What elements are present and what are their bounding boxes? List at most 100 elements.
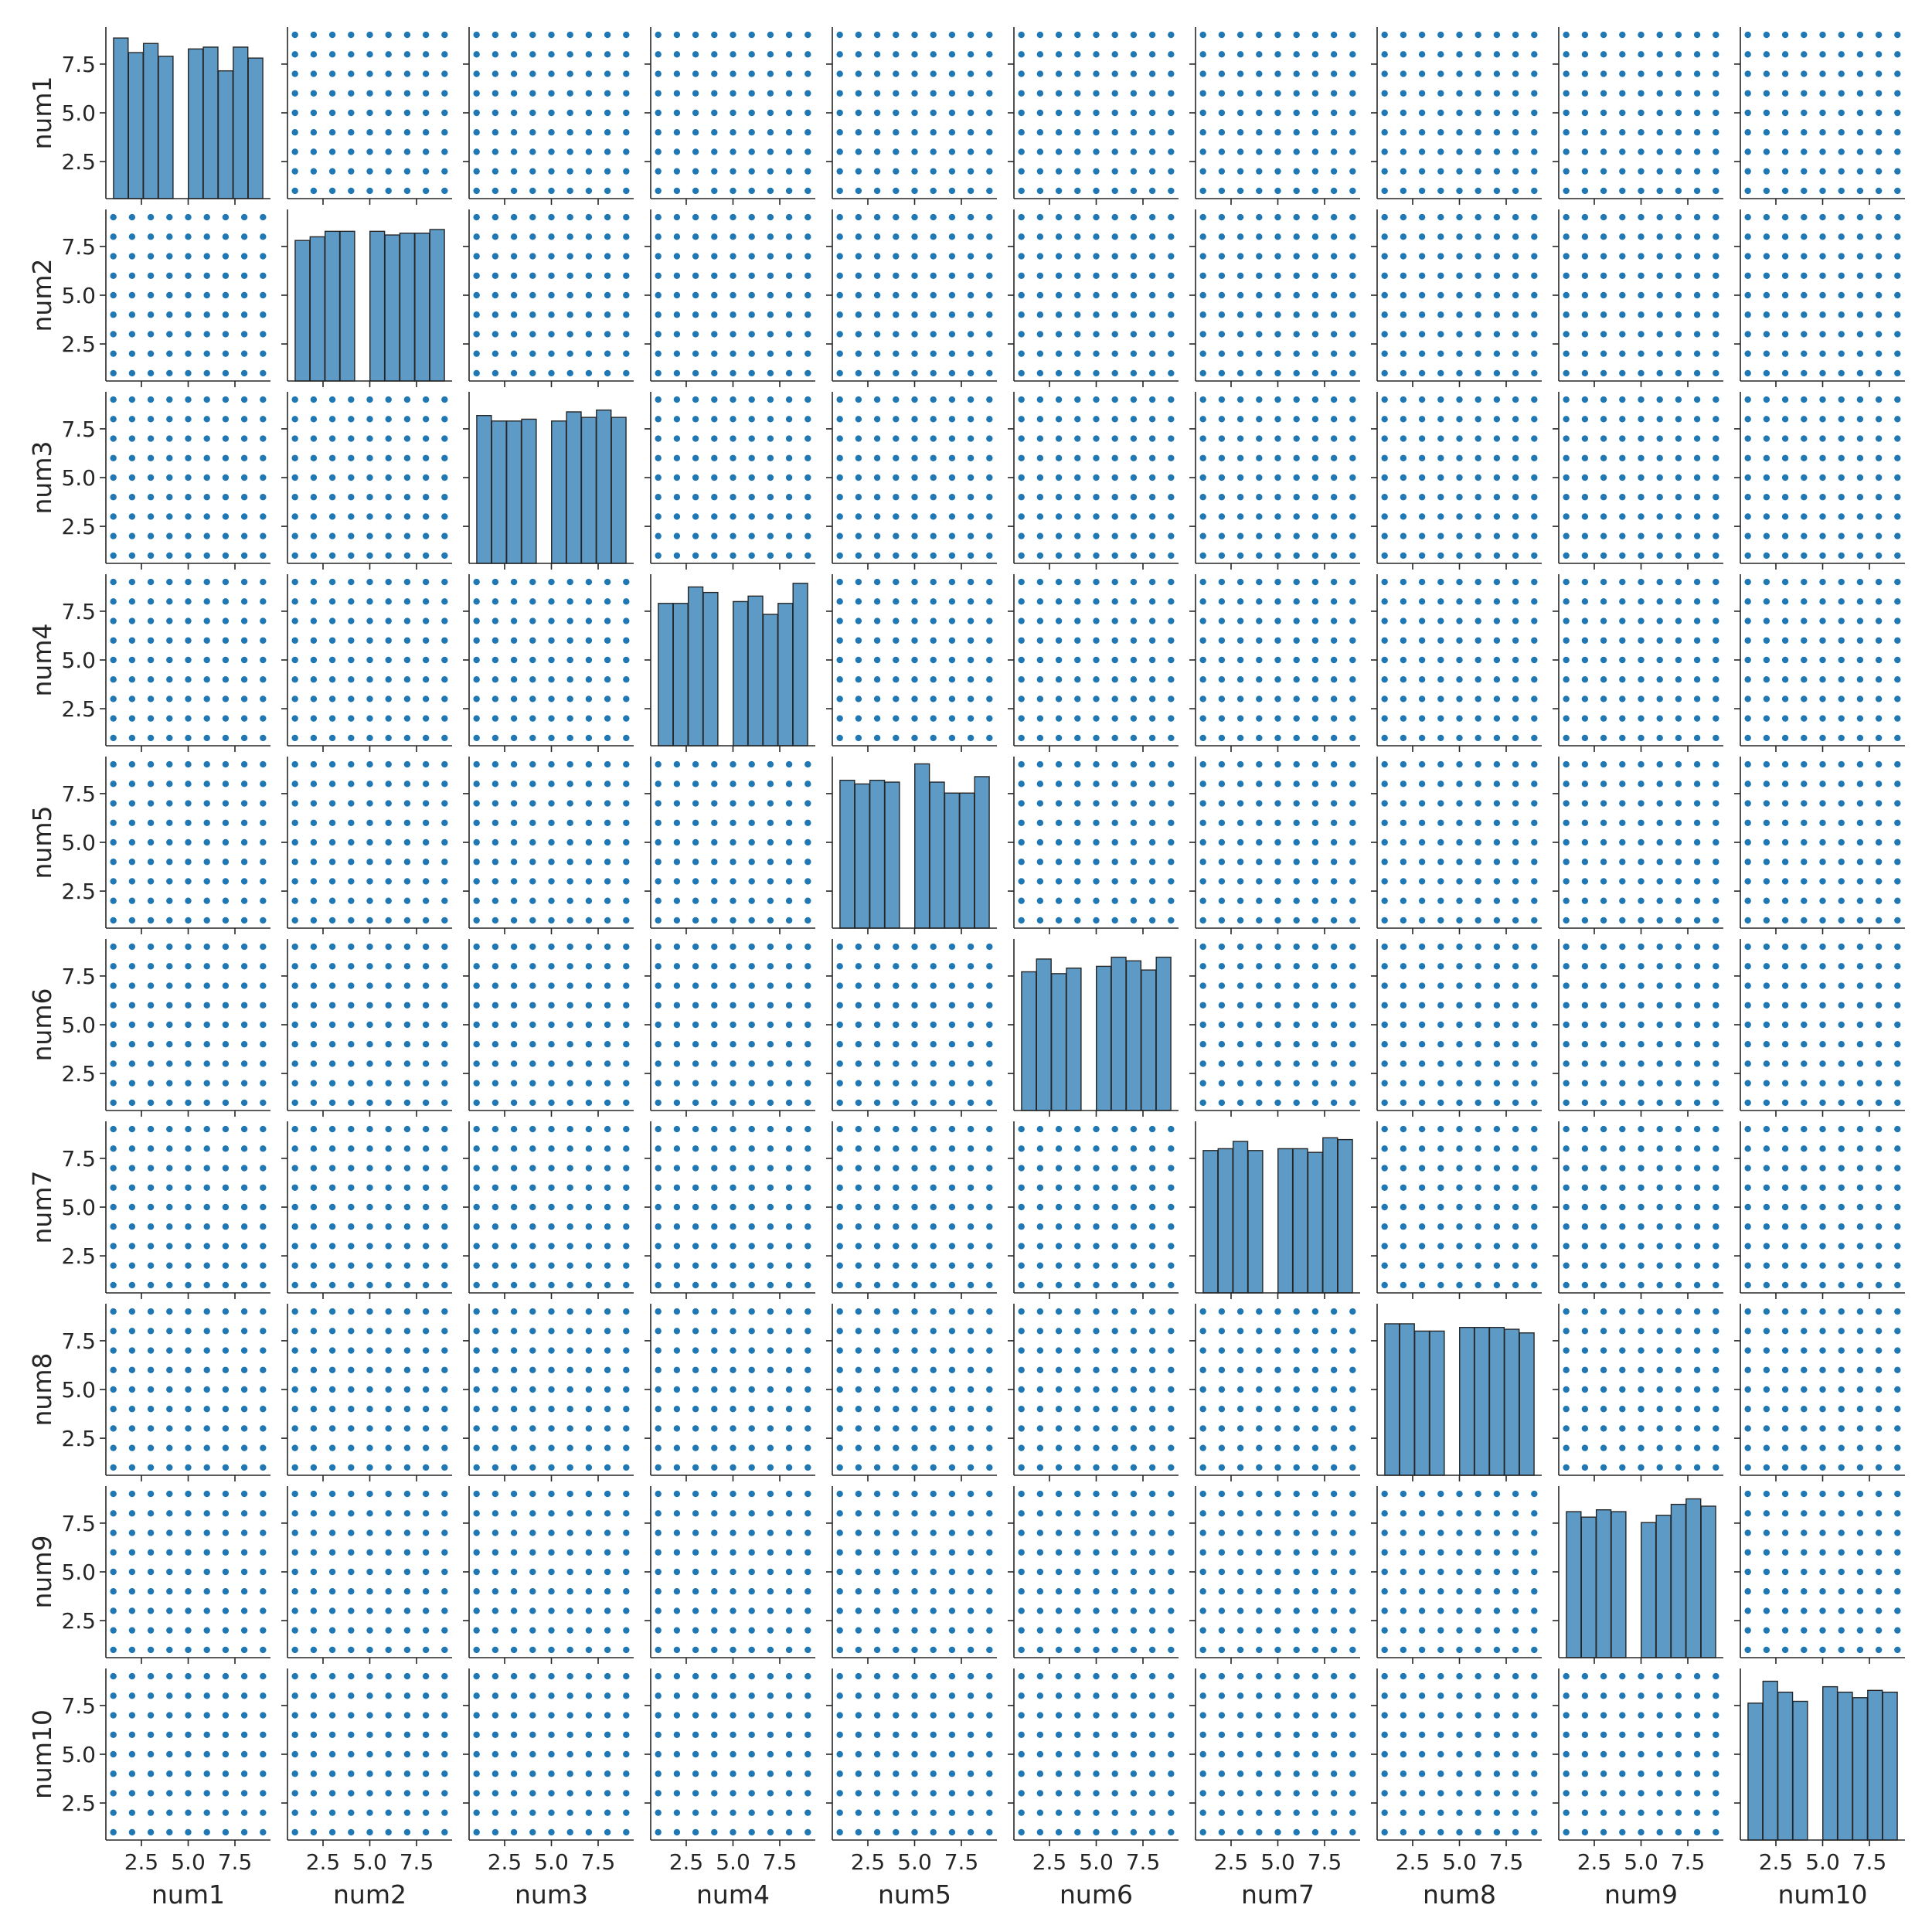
scatter-point: [185, 637, 192, 644]
scatter-point: [1894, 552, 1901, 560]
scatter-point: [1148, 494, 1156, 501]
scatter-point: [1036, 578, 1044, 586]
scatter-point: [873, 213, 881, 221]
scatter-point: [222, 656, 230, 664]
scatter-point: [1619, 311, 1626, 318]
scatter-point: [1638, 51, 1645, 58]
scatter-point: [1418, 474, 1426, 481]
scatter-point: [1199, 1099, 1206, 1107]
scatter-point: [548, 656, 555, 664]
scatter-point: [328, 1021, 336, 1029]
scatter-point: [1475, 859, 1481, 866]
scatter-point: [1475, 435, 1481, 442]
scatter-point: [655, 396, 662, 403]
scatter-point: [291, 819, 298, 826]
scatter-point: [1055, 213, 1063, 221]
scatter-point: [1600, 676, 1607, 683]
scatter-point: [1400, 233, 1407, 240]
scatter-point: [1349, 676, 1356, 683]
scatter-point: [1713, 1002, 1719, 1009]
scatter-point: [1531, 532, 1538, 539]
scatter-point: [1148, 90, 1156, 97]
scatter-point: [1256, 291, 1263, 299]
scatter-point: [1675, 31, 1682, 39]
scatter-point: [1801, 129, 1808, 136]
scatter-point: [1781, 760, 1789, 768]
scatter-point: [240, 513, 248, 520]
scatter-point: [930, 963, 937, 970]
scatter-point: [1838, 696, 1845, 702]
scatter-point: [1894, 350, 1901, 357]
scatter-point: [422, 31, 430, 39]
scatter-point: [1600, 474, 1607, 481]
scatter-point: [1168, 416, 1175, 423]
scatter-point: [348, 617, 355, 624]
scatter-point: [1218, 617, 1226, 624]
scatter-point: [1894, 454, 1901, 461]
scatter-point: [911, 734, 918, 742]
scatter-point: [529, 1080, 536, 1087]
scatter-point: [1456, 760, 1463, 768]
scatter-point: [1619, 369, 1626, 377]
scatter-point: [986, 734, 993, 742]
scatter-point: [1293, 819, 1300, 826]
scatter-point: [1675, 552, 1682, 560]
scatter-point: [110, 513, 117, 520]
scatter-point: [1563, 598, 1570, 605]
scatter-point: [1418, 1021, 1426, 1029]
scatter-point: [1801, 187, 1808, 195]
scatter-point: [1293, 168, 1300, 175]
scatter-point: [1856, 1060, 1864, 1067]
scatter-point: [1493, 838, 1501, 846]
scatter-point: [730, 31, 736, 39]
scatter-point: [441, 734, 448, 742]
scatter-point: [240, 532, 248, 539]
scatter-point: [1819, 1041, 1826, 1048]
scatter-point: [1675, 1041, 1682, 1048]
scatter-point: [1675, 982, 1682, 989]
scatter-point: [366, 168, 373, 175]
scatter-point: [1274, 1002, 1281, 1009]
scatter-point: [473, 819, 480, 826]
scatter-point: [1311, 129, 1319, 136]
scatter-point: [1875, 474, 1883, 481]
histogram-bar: [929, 781, 945, 929]
scatter-point: [967, 253, 975, 260]
scatter-point: [1838, 129, 1845, 136]
scatter-point: [240, 859, 248, 866]
histogram-bar: [687, 586, 704, 747]
scatter-point: [222, 917, 230, 924]
scatter-point: [185, 1099, 192, 1107]
scatter-point: [1656, 109, 1663, 117]
scatter-point: [1293, 253, 1300, 260]
scatter-point: [911, 233, 918, 240]
scatter-point: [310, 187, 318, 195]
scatter-point: [1018, 715, 1025, 722]
panel-num2-vs-num6: [1008, 209, 1179, 387]
scatter-point: [1293, 982, 1300, 989]
scatter-point: [385, 859, 392, 866]
scatter-point: [1018, 187, 1025, 195]
scatter-point: [1512, 917, 1519, 924]
scatter-point: [930, 734, 937, 742]
scatter-point: [348, 532, 355, 539]
scatter-point: [1055, 917, 1063, 924]
scatter-point: [1656, 435, 1663, 442]
scatter-point: [422, 1099, 430, 1107]
scatter-point: [604, 1060, 611, 1067]
scatter-point: [692, 897, 699, 904]
scatter-point: [967, 109, 975, 117]
scatter-point: [566, 1021, 573, 1029]
scatter-point: [836, 168, 843, 175]
scatter-point: [1418, 598, 1426, 605]
scatter-point: [785, 474, 793, 481]
scatter-point: [604, 213, 611, 221]
scatter-point: [473, 291, 480, 299]
scatter-point: [1838, 878, 1845, 885]
scatter-point: [1819, 369, 1826, 377]
scatter-point: [873, 31, 881, 39]
scatter-point: [1418, 1041, 1426, 1048]
scatter-point: [260, 1099, 267, 1107]
scatter-point: [1437, 1080, 1444, 1087]
scatter-point: [1856, 129, 1864, 136]
